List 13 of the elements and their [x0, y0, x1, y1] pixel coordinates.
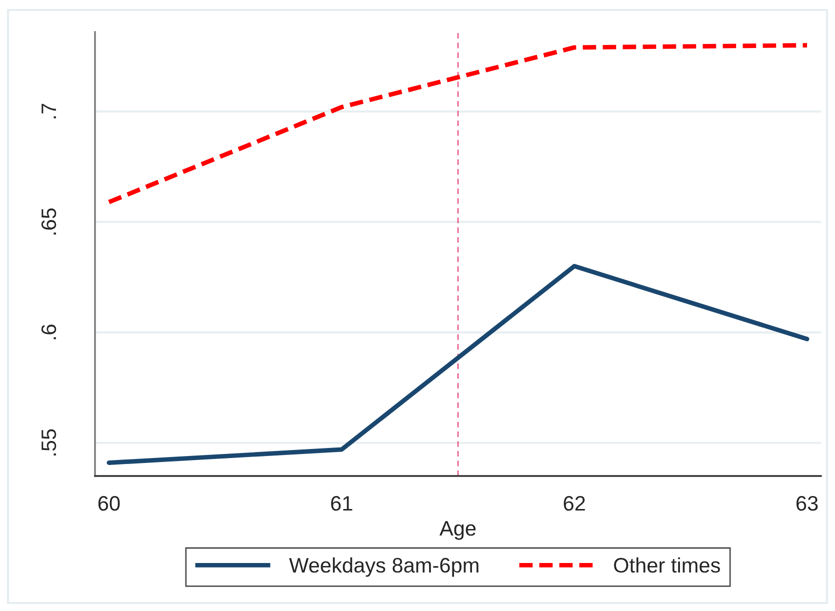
legend-label: Other times	[614, 557, 720, 573]
x-tick-label: 61	[331, 496, 352, 511]
y-tick-label: .7	[42, 104, 56, 118]
y-tick-label: .55	[42, 429, 56, 456]
legend-label: Weekdays 8am-6pm	[289, 557, 478, 577]
y-tick-label: .65	[41, 208, 56, 235]
x-tick-label: 62	[564, 496, 585, 511]
x-tick-label: 63	[796, 496, 818, 511]
x-tick-label: 60	[98, 496, 120, 511]
line-series	[106, 43, 810, 204]
line-series	[106, 264, 810, 465]
y-tick-label: .6	[41, 324, 56, 340]
x-axis-title: Age	[440, 521, 476, 540]
